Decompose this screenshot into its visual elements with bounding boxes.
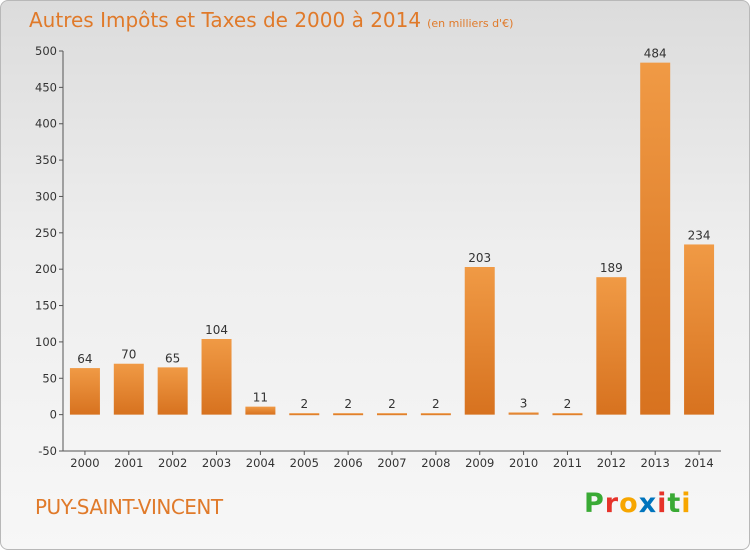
y-tick-label: -50 bbox=[38, 444, 57, 458]
y-tick-label: 200 bbox=[35, 262, 57, 276]
data-label-2003: 104 bbox=[205, 323, 228, 337]
data-label-2009: 203 bbox=[468, 251, 491, 265]
data-label-2012: 189 bbox=[600, 261, 623, 275]
data-label-2010: 3 bbox=[520, 396, 528, 410]
x-tick-label-2013: 2013 bbox=[641, 456, 670, 470]
data-label-2004: 11 bbox=[253, 391, 268, 405]
y-tick-label: 50 bbox=[42, 371, 57, 385]
x-tick-label-2002: 2002 bbox=[158, 456, 187, 470]
bar-2012 bbox=[596, 277, 627, 415]
logo-letter: o bbox=[619, 488, 639, 519]
x-tick-label-2008: 2008 bbox=[421, 456, 450, 470]
proxiti-logo[interactable]: Proxiti bbox=[584, 488, 692, 519]
data-label-2007: 2 bbox=[388, 397, 396, 411]
bar-2001 bbox=[113, 363, 144, 415]
y-tick-label: 300 bbox=[35, 189, 57, 203]
bar-2009 bbox=[464, 267, 495, 415]
x-tick-label-2005: 2005 bbox=[290, 456, 319, 470]
x-tick-label-2004: 2004 bbox=[246, 456, 275, 470]
data-label-2011: 2 bbox=[564, 397, 572, 411]
x-tick-label-2003: 2003 bbox=[202, 456, 231, 470]
bar-2011 bbox=[552, 413, 583, 416]
x-tick-label-2014: 2014 bbox=[684, 456, 713, 470]
logo-letter: P bbox=[584, 488, 605, 519]
y-tick-label: 150 bbox=[35, 299, 57, 313]
chart-title: Autres Impôts et Taxes de 2000 à 2014 bbox=[29, 8, 422, 32]
bar-2008 bbox=[420, 413, 451, 416]
data-label-2008: 2 bbox=[432, 397, 440, 411]
y-tick-label: 0 bbox=[50, 408, 57, 422]
bar-2002 bbox=[157, 367, 188, 415]
y-tick-label: 450 bbox=[35, 80, 57, 94]
logo-letter: x bbox=[638, 488, 658, 519]
data-label-2013: 484 bbox=[644, 47, 667, 61]
bar-2000 bbox=[69, 368, 100, 415]
y-tick-label: 100 bbox=[35, 335, 57, 349]
logo-letter: r bbox=[604, 488, 620, 519]
x-tick-label-2011: 2011 bbox=[553, 456, 582, 470]
data-label-2005: 2 bbox=[300, 397, 308, 411]
bar-2010 bbox=[508, 412, 539, 415]
bar-2006 bbox=[333, 413, 364, 416]
x-tick-label-2012: 2012 bbox=[597, 456, 626, 470]
logo-letter: t bbox=[667, 488, 682, 519]
bar-2003 bbox=[201, 339, 232, 415]
y-tick-label: 350 bbox=[35, 153, 57, 167]
x-tick-label-2000: 2000 bbox=[70, 456, 99, 470]
data-label-2014: 234 bbox=[688, 228, 711, 242]
y-tick-label: 500 bbox=[35, 44, 57, 58]
logo-letter: i bbox=[681, 488, 692, 519]
x-tick-label-2007: 2007 bbox=[377, 456, 406, 470]
y-tick-label: 400 bbox=[35, 117, 57, 131]
y-tick-label: 250 bbox=[35, 226, 57, 240]
bar-2014 bbox=[684, 244, 715, 415]
bar-2004 bbox=[245, 406, 276, 415]
chart-subtitle: (en milliers d'€) bbox=[427, 17, 514, 30]
data-label-2002: 65 bbox=[165, 351, 180, 365]
bar-2005 bbox=[289, 413, 320, 416]
data-label-2001: 70 bbox=[121, 348, 136, 362]
x-tick-label-2006: 2006 bbox=[333, 456, 362, 470]
chart-title-block: Autres Impôts et Taxes de 2000 à 2014 (en… bbox=[29, 8, 513, 32]
x-tick-label-2010: 2010 bbox=[509, 456, 538, 470]
x-tick-label-2009: 2009 bbox=[465, 456, 494, 470]
logo-letter: i bbox=[657, 488, 668, 519]
bar-2007 bbox=[377, 413, 407, 416]
x-tick-label-2001: 2001 bbox=[114, 456, 143, 470]
commune-name: PUY-SAINT-VINCENT bbox=[35, 495, 223, 519]
data-label-2000: 64 bbox=[77, 352, 92, 366]
data-label-2006: 2 bbox=[344, 397, 352, 411]
bar-2013 bbox=[640, 62, 671, 415]
